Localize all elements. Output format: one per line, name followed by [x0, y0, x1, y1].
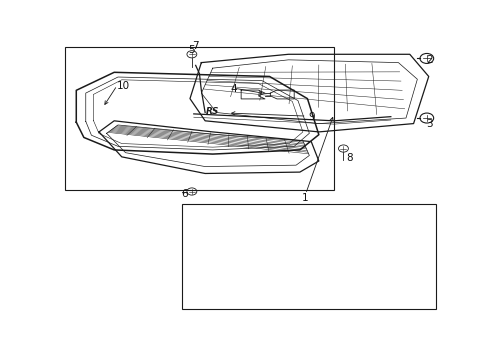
Text: 4: 4: [230, 84, 236, 94]
Text: 1: 1: [302, 193, 308, 203]
Text: 8: 8: [345, 153, 352, 163]
Text: 7: 7: [192, 41, 199, 51]
Text: RS: RS: [205, 107, 219, 116]
Text: 9: 9: [307, 112, 314, 122]
Text: 5: 5: [188, 45, 195, 55]
Text: 3: 3: [426, 119, 432, 129]
Text: 2: 2: [426, 55, 432, 66]
Bar: [182, 204, 435, 309]
Bar: [65, 48, 333, 190]
Text: 10: 10: [117, 81, 130, 91]
Text: 6: 6: [181, 189, 187, 199]
